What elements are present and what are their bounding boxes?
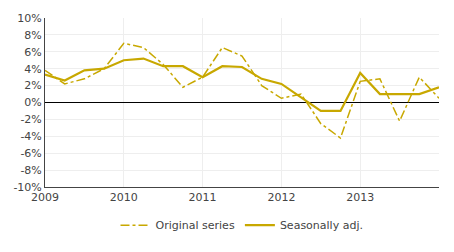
svg-text:-2%: -2% bbox=[20, 113, 41, 126]
svg-text:Original series: Original series bbox=[156, 219, 235, 232]
svg-text:-8%: -8% bbox=[20, 164, 41, 177]
svg-text:-10%: -10% bbox=[13, 181, 41, 194]
svg-text:2012: 2012 bbox=[267, 191, 295, 204]
svg-text:2011: 2011 bbox=[189, 191, 217, 204]
svg-text:4%: 4% bbox=[24, 63, 41, 76]
svg-text:2%: 2% bbox=[24, 79, 41, 92]
svg-text:8%: 8% bbox=[24, 29, 41, 42]
svg-text:6%: 6% bbox=[24, 46, 41, 59]
svg-text:2013: 2013 bbox=[346, 191, 374, 204]
svg-text:-4%: -4% bbox=[20, 130, 41, 143]
svg-text:0%: 0% bbox=[24, 96, 41, 109]
svg-text:Seasonally adj.: Seasonally adj. bbox=[280, 219, 363, 232]
svg-text:10%: 10% bbox=[17, 12, 41, 25]
svg-text:2009: 2009 bbox=[31, 191, 59, 204]
svg-text:-6%: -6% bbox=[20, 147, 41, 160]
svg-text:2010: 2010 bbox=[110, 191, 138, 204]
